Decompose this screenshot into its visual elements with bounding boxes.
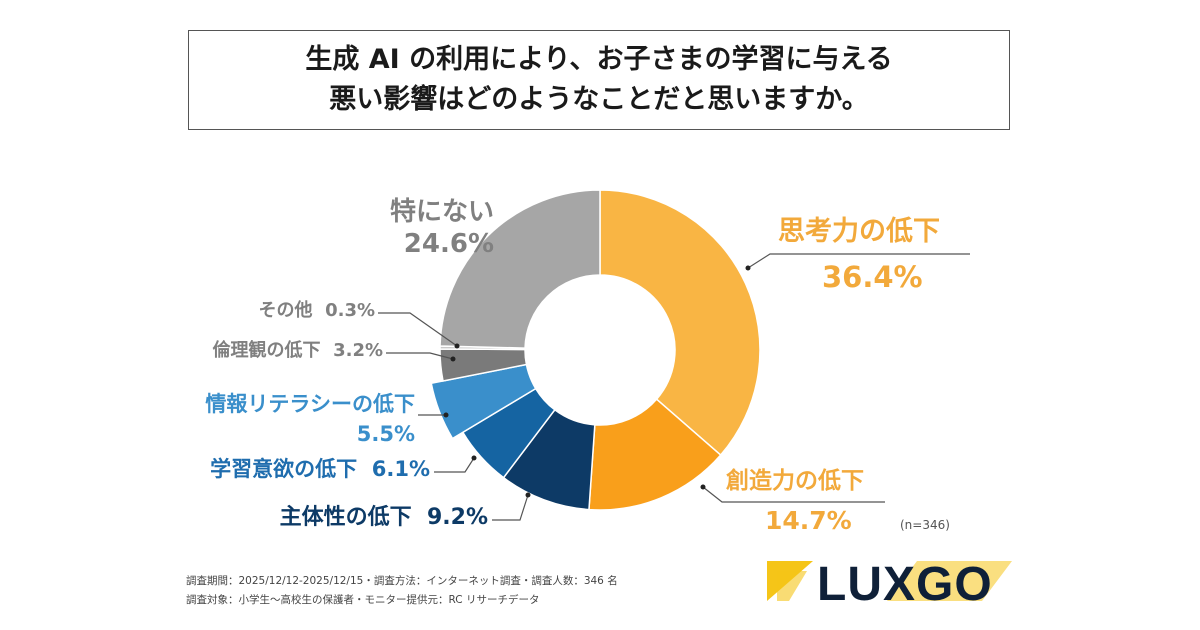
sample-size: (n=346) <box>900 518 950 532</box>
slice-0 <box>599 189 761 457</box>
label-independence: 主体性の低下 9.2% <box>279 505 488 530</box>
label-other: その他 0.3% <box>258 300 375 321</box>
slice-1 <box>588 398 722 511</box>
label-none: 特にない 24.6% <box>389 197 494 259</box>
title-line-2: 悪い影響はどのようなことだと思いますか。 <box>329 84 869 115</box>
label-literacy: 情報リテラシーの低下 5.5% <box>205 392 415 446</box>
title-box: 生成 AI の利用により、お子さまの学習に与える 悪い影響はどのようなことだと思… <box>188 30 1010 130</box>
label-motivation: 学習意欲の低下 6.1% <box>210 457 430 481</box>
label-creativity: 創造力の低下 <box>726 468 864 494</box>
leader-line-motivation <box>434 457 475 473</box>
footer-line-1: 調査期間：2025/12/12-2025/12/15・調査方法：インターネット調… <box>186 575 618 587</box>
slice-7 <box>439 189 601 349</box>
leader-line-ethics <box>386 352 454 360</box>
leader-line-independence <box>492 494 529 521</box>
leader-line-creativity <box>702 486 885 503</box>
footer-line-2: 調査対象：小学生～高校生の保護者・モニター提供元：RC リサーチデータ <box>186 594 540 606</box>
title-line-1: 生成 AI の利用により、お子さまの学習に与える <box>305 44 893 75</box>
leader-line-other <box>378 312 458 347</box>
value-thinking: 36.4% <box>822 260 923 294</box>
label-ethics: 倫理観の低下 3.2% <box>212 340 383 361</box>
leader-line-thinking <box>747 253 970 269</box>
luxgo-logo: LUXGO <box>767 558 1012 605</box>
svg-text:LUXGO: LUXGO <box>817 558 993 605</box>
slice-4 <box>430 363 537 440</box>
label-thinking: 思考力の低下 <box>778 216 940 247</box>
value-creativity: 14.7% <box>765 506 852 535</box>
